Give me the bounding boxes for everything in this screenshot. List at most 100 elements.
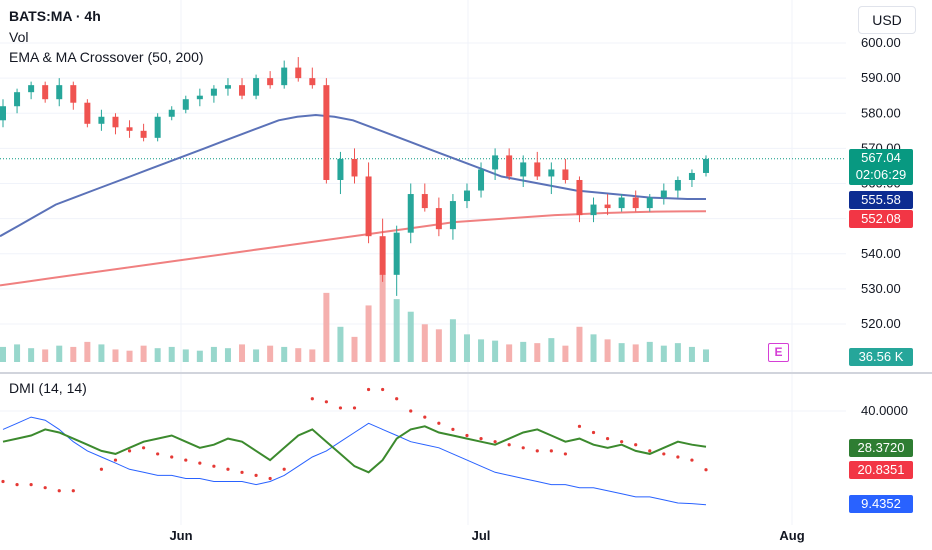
indicator-legend[interactable]: EMA & MA Crossover (50, 200) [9, 49, 204, 65]
minus-di-dot [268, 476, 272, 481]
price-tick-label: 530.00 [861, 281, 901, 296]
dmi-indicator [1, 387, 708, 506]
minus-di-dot [366, 387, 371, 392]
volume-bar [632, 344, 639, 362]
volume-bar [646, 341, 653, 362]
candle-body [112, 116, 119, 128]
volume-bar [421, 324, 428, 362]
candle-body [281, 67, 288, 86]
earnings-badge[interactable]: E [768, 343, 789, 362]
volume-bar [281, 346, 288, 362]
symbol-title[interactable]: BATS:MA · 4h [9, 8, 101, 24]
volume-bar [154, 348, 161, 362]
price-tick-label: 600.00 [861, 35, 901, 50]
candle-body [534, 162, 541, 177]
candle-body [210, 88, 217, 96]
minus-di-dot [465, 433, 469, 438]
candlesticks[interactable] [0, 57, 709, 296]
volume-legend[interactable]: Vol [9, 29, 29, 45]
candle-body [618, 197, 625, 209]
volume-bar [14, 344, 21, 362]
candle-body [604, 204, 611, 209]
volume-bar [140, 345, 147, 362]
volume-bar [239, 344, 246, 362]
minus-di-dot [57, 489, 61, 493]
candle-body [98, 116, 105, 124]
price-tick-label: 520.00 [861, 316, 901, 331]
minus-di-dot [634, 443, 638, 447]
minus-di-dot [493, 440, 497, 444]
minus-di-dot [662, 452, 666, 456]
candle-body [295, 67, 302, 79]
candle-body [562, 169, 569, 180]
volume-bar [449, 319, 456, 362]
candle-body [309, 78, 316, 86]
minus-di-dot [113, 458, 118, 462]
pane-separator[interactable] [0, 372, 932, 374]
candle-body [182, 99, 189, 110]
minus-di-dot [1, 479, 5, 484]
minus-di-dot [676, 455, 680, 459]
minus-di-dot [142, 446, 146, 450]
candle-body [267, 78, 274, 86]
candle-body [14, 92, 21, 107]
volume-bar [590, 334, 597, 362]
moving-averages [0, 113, 707, 287]
candle-body [632, 197, 639, 209]
volume-bar [435, 329, 442, 362]
volume-bar [393, 299, 400, 362]
minus-di-dot [127, 449, 132, 453]
volume-bar [660, 345, 667, 362]
ma-tag: 552.08 [849, 210, 913, 228]
minus-di-dot [690, 458, 694, 462]
adx-tag: 28.3720 [849, 439, 913, 457]
volume-bar [337, 326, 344, 362]
candle-body [576, 179, 583, 216]
candle-body [449, 201, 456, 230]
candle-body [548, 169, 555, 177]
candle-body [323, 85, 330, 180]
candle-body [506, 155, 513, 177]
candle-body [407, 194, 414, 233]
volume-bar [253, 349, 260, 362]
time-axis-label: Jul [472, 528, 491, 543]
minus-di-dot [507, 443, 511, 447]
volume-bars [0, 274, 709, 362]
volume-bar [534, 343, 541, 362]
minus-di-dot [254, 473, 258, 477]
currency-button[interactable]: USD [858, 6, 916, 34]
volume-bar [126, 350, 133, 362]
plus-di-tag: 9.4352 [849, 495, 913, 513]
volume-bar [674, 343, 681, 362]
minus-di-dot [310, 397, 314, 401]
volume-bar [56, 345, 63, 362]
dmi-legend[interactable]: DMI (14, 14) [9, 380, 87, 396]
minus-di-dot [605, 437, 610, 441]
volume-bar [618, 343, 625, 362]
minus-di-tag: 20.8351 [849, 461, 913, 479]
volume-bar [576, 326, 583, 362]
candle-body [28, 85, 35, 93]
volume-bar [112, 349, 119, 362]
candle-body [154, 116, 161, 138]
volume-bar [520, 341, 527, 362]
price-tick-label: 580.00 [861, 105, 901, 120]
minus-di-dot [71, 489, 75, 493]
volume-bar [365, 305, 372, 362]
candle-body [393, 232, 400, 275]
minus-di-dot [381, 387, 385, 392]
price-tag: 567.04 02:06:29 [849, 149, 913, 185]
minus-di-dot [521, 446, 525, 450]
minus-di-dot [549, 449, 553, 453]
candle-body [492, 155, 499, 170]
candle-body [0, 106, 6, 121]
minus-di-dot [282, 467, 286, 471]
candle-body [478, 169, 485, 191]
volume-bar [295, 348, 302, 362]
volume-bar [28, 348, 35, 362]
candle-body [224, 85, 231, 89]
candle-body [84, 102, 91, 124]
chart-grid [0, 0, 846, 525]
minus-di-dot [184, 458, 188, 462]
